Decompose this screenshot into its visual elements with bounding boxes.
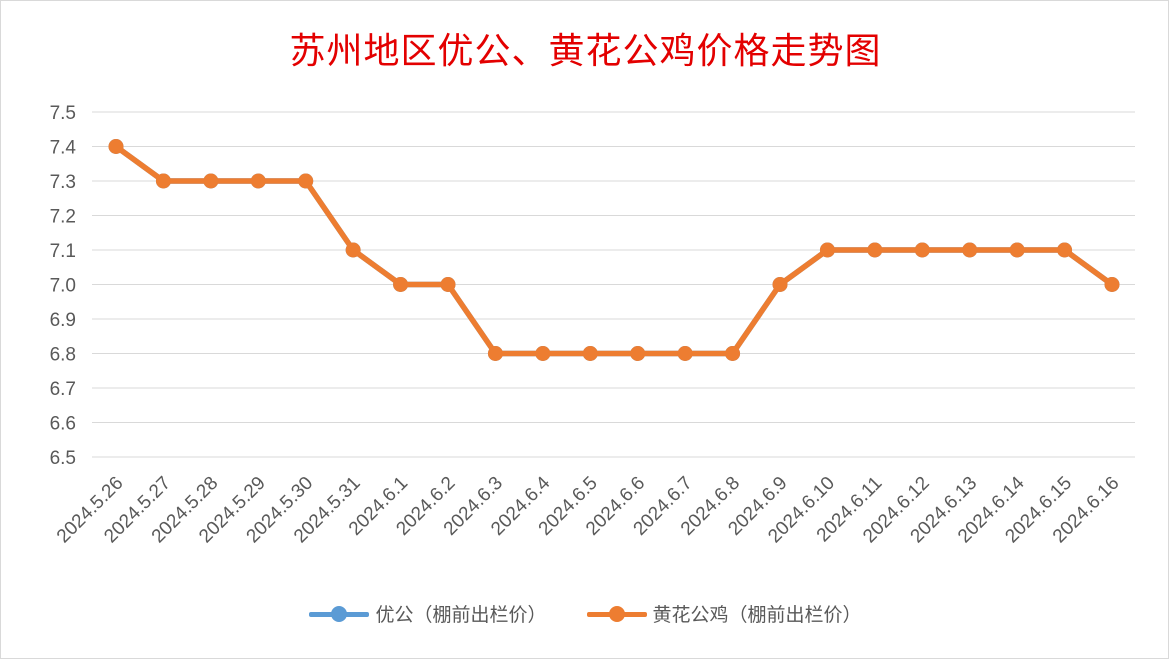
legend-item-series-1[interactable]: 黄花公鸡（棚前出栏价） (586, 600, 862, 627)
legend-swatch-series-1 (586, 605, 647, 622)
y-tick-label: 6.8 (50, 345, 76, 366)
data-point[interactable] (1009, 242, 1025, 258)
data-point[interactable] (582, 346, 598, 361)
y-tick-label: 6.9 (50, 310, 76, 331)
data-point[interactable] (155, 173, 171, 189)
data-point[interactable] (914, 242, 930, 258)
grid-lines (92, 111, 1135, 458)
data-point[interactable] (250, 173, 266, 189)
data-point[interactable] (962, 242, 978, 258)
legend-item-series-0[interactable]: 优公（棚前出栏价） (309, 600, 547, 627)
series-1 (108, 139, 1120, 361)
y-tick-label: 7.3 (50, 172, 76, 193)
data-point[interactable] (772, 277, 788, 292)
legend-label-series-1: 黄花公鸡（棚前出栏价） (652, 604, 862, 626)
legend-label-series-0: 优公（棚前出栏价） (375, 604, 547, 626)
y-tick-label: 7.4 (50, 138, 77, 159)
data-point[interactable] (487, 346, 503, 361)
data-point[interactable] (393, 277, 409, 292)
data-point[interactable] (725, 346, 741, 361)
legend: 优公（棚前出栏价） 黄花公鸡（棚前出栏价） (0, 600, 1171, 627)
y-tick-label: 7.1 (50, 241, 76, 262)
y-tick-label: 6.5 (50, 448, 76, 469)
y-tick-label: 7.5 (50, 103, 76, 124)
data-point[interactable] (298, 173, 314, 189)
data-point[interactable] (535, 346, 551, 361)
plot-area: 6.5 6.6 6.7 6.8 6.9 7.0 7.1 7.2 7.3 7.4 7.5 2024.5… (50, 103, 1135, 547)
data-point[interactable] (1104, 277, 1120, 292)
series-layer (108, 139, 1120, 361)
data-point[interactable] (677, 346, 693, 361)
series-line-1 (113, 143, 1115, 357)
data-point[interactable] (345, 242, 361, 258)
y-tick-label: 6.6 (50, 414, 76, 435)
chart-title: 苏州地区优公、黄花公鸡价格走势图 (289, 31, 882, 72)
data-point[interactable] (203, 173, 219, 189)
y-tick-label: 7.2 (50, 207, 76, 228)
data-point[interactable] (867, 242, 883, 258)
y-tick-label: 6.7 (50, 379, 76, 400)
data-point[interactable] (108, 139, 124, 154)
data-point[interactable] (440, 277, 456, 292)
data-point[interactable] (630, 346, 646, 361)
data-point[interactable] (1057, 242, 1073, 258)
data-point[interactable] (819, 242, 835, 258)
y-tick-labels: 6.5 6.6 6.7 6.8 6.9 7.0 7.1 7.2 7.3 7.4 7.5 (50, 103, 77, 469)
x-tick-labels: 2024.5.262024.5.272024.5.282024.5.292024… (53, 472, 1124, 547)
legend-swatch-series-0 (309, 605, 370, 622)
y-tick-label: 7.0 (50, 276, 76, 297)
